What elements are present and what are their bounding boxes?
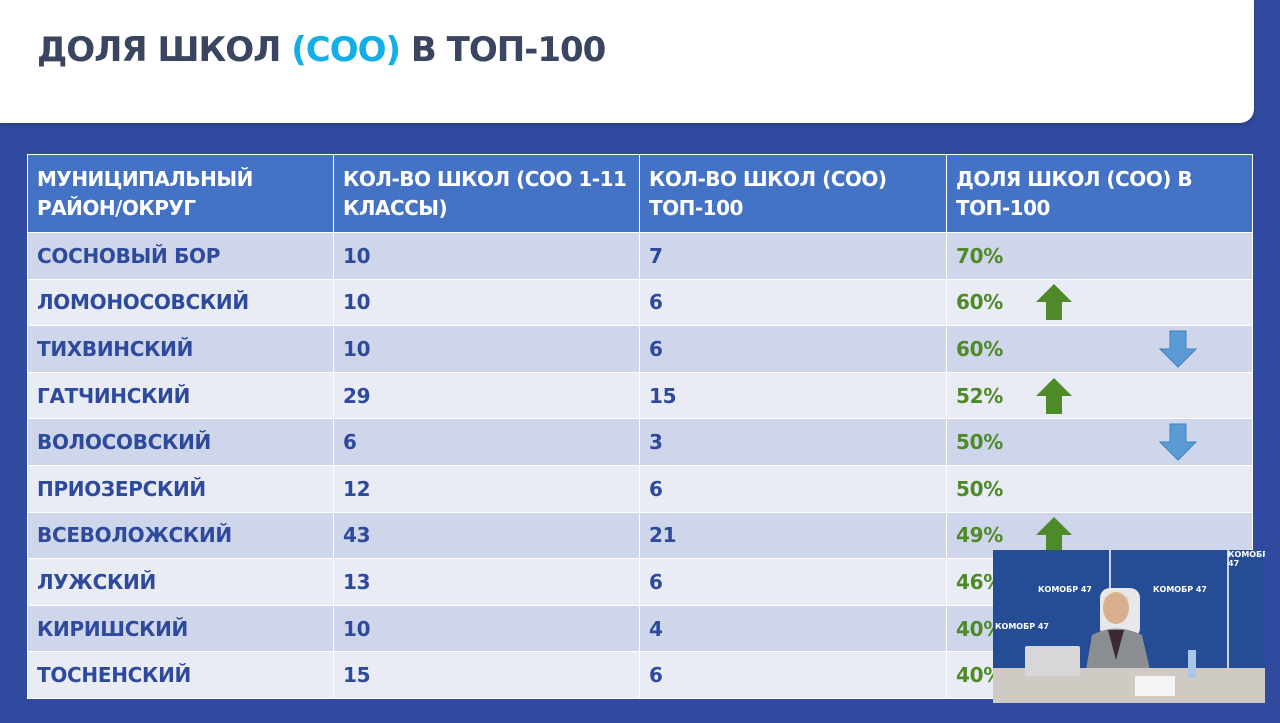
slide-header: ДОЛЯ ШКОЛ (СОО) В ТОП-100 bbox=[0, 0, 1254, 123]
table-row: ПРИОЗЕРСКИЙ 12 6 50% bbox=[27, 464, 1253, 513]
share-value: 50% bbox=[956, 476, 1003, 501]
speaker-figure bbox=[1086, 588, 1150, 670]
share-value: 49% bbox=[956, 523, 1003, 548]
cell-top: 6 bbox=[639, 651, 947, 699]
arrow-up-icon bbox=[1035, 283, 1073, 321]
cell-district: ТИХВИНСКИЙ bbox=[27, 325, 334, 373]
cell-top: 15 bbox=[639, 371, 947, 420]
share-value: 70% bbox=[956, 243, 1003, 268]
cell-total: 43 bbox=[333, 511, 640, 560]
header-district: МУНИЦИПАЛЬНЫЙ РАЙОН/ОКРУГ bbox=[27, 154, 334, 233]
arrow-down-icon bbox=[1158, 423, 1198, 461]
cell-district: ТОСНЕНСКИЙ bbox=[27, 651, 334, 699]
arrow-up-icon bbox=[1035, 516, 1073, 554]
table-row: ВОЛОСОВСКИЙ 6 3 50% bbox=[27, 418, 1253, 466]
cell-district: ГАТЧИНСКИЙ bbox=[27, 371, 334, 420]
cell-share: 60% bbox=[946, 325, 1253, 373]
arrow-up-icon bbox=[1035, 377, 1073, 415]
share-value: 60% bbox=[956, 290, 1003, 315]
cell-total: 29 bbox=[333, 371, 640, 420]
cell-total: 10 bbox=[333, 604, 640, 653]
cell-top: 7 bbox=[639, 232, 947, 280]
cell-district: ВСЕВОЛОЖСКИЙ bbox=[27, 511, 334, 560]
cell-district: ЛОМОНОСОВСКИЙ bbox=[27, 278, 334, 327]
share-value: 50% bbox=[956, 430, 1003, 455]
cell-total: 13 bbox=[333, 558, 640, 606]
cell-top: 4 bbox=[639, 604, 947, 653]
header-share: ДОЛЯ ШКОЛ (СОО) В ТОП-100 bbox=[946, 154, 1253, 233]
title-text: ДОЛЯ ШКОЛ bbox=[37, 30, 292, 70]
cell-district: ПРИОЗЕРСКИЙ bbox=[27, 464, 334, 513]
cell-district: КИРИШСКИЙ bbox=[27, 604, 334, 653]
water-bottle bbox=[1188, 650, 1196, 678]
cell-top: 21 bbox=[639, 511, 947, 560]
laptop bbox=[1025, 646, 1080, 676]
cell-total: 10 bbox=[333, 232, 640, 280]
cell-total: 12 bbox=[333, 464, 640, 513]
title-accent: (СОО) bbox=[291, 30, 401, 70]
backdrop-panel bbox=[1229, 550, 1265, 668]
cell-share: 50% bbox=[946, 464, 1253, 513]
cell-top: 6 bbox=[639, 464, 947, 513]
table-row: СОСНОВЫЙ БОР 10 7 70% bbox=[27, 232, 1253, 280]
cell-total: 10 bbox=[333, 278, 640, 327]
cell-district: СОСНОВЫЙ БОР bbox=[27, 232, 334, 280]
backdrop-logo: КОМОБР 47 bbox=[1153, 585, 1207, 594]
name-plate bbox=[1135, 676, 1175, 696]
table-row: ГАТЧИНСКИЙ 29 15 52% bbox=[27, 371, 1253, 420]
cell-top: 3 bbox=[639, 418, 947, 466]
arrow-down-icon bbox=[1158, 330, 1198, 368]
cell-top: 6 bbox=[639, 325, 947, 373]
table-row: ЛОМОНОСОВСКИЙ 10 6 60% bbox=[27, 278, 1253, 327]
cell-total: 10 bbox=[333, 325, 640, 373]
cell-total: 6 bbox=[333, 418, 640, 466]
share-value: 60% bbox=[956, 336, 1003, 361]
backdrop-logo: КОМОБР 47 bbox=[995, 622, 1049, 631]
cell-share: 50% bbox=[946, 418, 1253, 466]
share-value: 52% bbox=[956, 383, 1003, 408]
header-total: КОЛ-ВО ШКОЛ (СОО 1-11 КЛАССЫ) bbox=[333, 154, 640, 233]
slide-title: ДОЛЯ ШКОЛ (СОО) В ТОП-100 bbox=[37, 30, 606, 70]
cell-top: 6 bbox=[639, 278, 947, 327]
video-inset: КОМОБР 47 КОМОБР 47 КОМОБР 47 КОМОБР 47 bbox=[993, 550, 1265, 703]
cell-district: ВОЛОСОВСКИЙ bbox=[27, 418, 334, 466]
backdrop-logo: КОМОБР 47 bbox=[1228, 550, 1265, 568]
cell-total: 15 bbox=[333, 651, 640, 699]
header-top: КОЛ-ВО ШКОЛ (СОО) ТОП-100 bbox=[639, 154, 947, 233]
backdrop-logo: КОМОБР 47 bbox=[1038, 585, 1092, 594]
cell-share: 60% bbox=[946, 278, 1253, 327]
cell-share: 70% bbox=[946, 232, 1253, 280]
cell-share: 52% bbox=[946, 371, 1253, 420]
title-text-suffix: В ТОП-100 bbox=[400, 30, 606, 70]
table-header-row: МУНИЦИПАЛЬНЫЙ РАЙОН/ОКРУГ КОЛ-ВО ШКОЛ (С… bbox=[27, 154, 1253, 233]
cell-district: ЛУЖСКИЙ bbox=[27, 558, 334, 606]
table-row: ТИХВИНСКИЙ 10 6 60% bbox=[27, 325, 1253, 373]
cell-top: 6 bbox=[639, 558, 947, 606]
